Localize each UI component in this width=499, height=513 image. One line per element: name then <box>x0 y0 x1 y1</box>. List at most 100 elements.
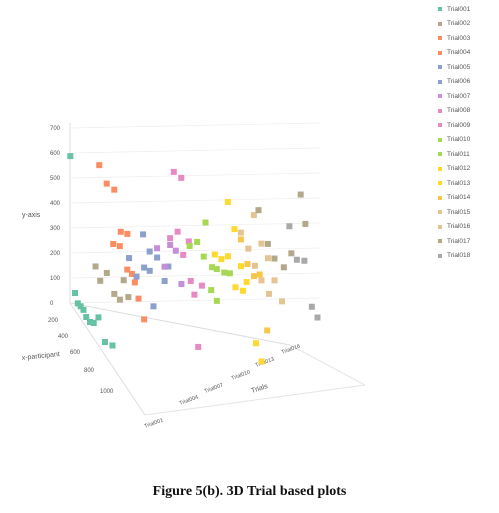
legend-item[interactable]: Trial006 <box>438 75 498 90</box>
data-point <box>224 253 231 260</box>
data-point <box>97 277 104 284</box>
legend-item[interactable]: Trial017 <box>438 234 498 249</box>
legend-label: Trial005 <box>447 63 471 71</box>
legend-item[interactable]: Trial018 <box>438 249 498 264</box>
data-point <box>221 269 228 276</box>
data-point <box>301 257 308 264</box>
legend-label: Trial006 <box>447 78 471 86</box>
legend-item[interactable]: Trial012 <box>438 162 498 177</box>
legend-swatch <box>438 79 442 84</box>
legend-item[interactable]: Trial005 <box>438 60 498 75</box>
data-point <box>237 229 244 236</box>
legend-item[interactable]: Trial015 <box>438 205 498 220</box>
data-point <box>224 198 231 205</box>
data-point <box>72 290 78 296</box>
data-point <box>239 287 246 294</box>
y-tick-label: 400 <box>50 201 61 207</box>
data-point <box>170 168 177 175</box>
data-point <box>293 256 300 263</box>
legend-item[interactable]: Trial004 <box>438 46 498 61</box>
data-point <box>237 236 244 243</box>
data-point <box>103 269 110 276</box>
data-point <box>208 287 215 294</box>
figure-caption: Figure 5(b). 3D Trial based plots <box>152 484 347 499</box>
data-point <box>231 226 238 233</box>
legend-swatch <box>438 36 442 41</box>
legend-item[interactable]: Trial001 <box>438 2 498 17</box>
legend-item[interactable]: Trial011 <box>438 147 498 162</box>
z-tick-label: Trial007 <box>204 383 225 395</box>
legend-item[interactable]: Trial014 <box>438 191 498 206</box>
data-point <box>185 238 192 245</box>
legend-item[interactable]: Trial002 <box>438 17 498 32</box>
legend-item[interactable]: Trial008 <box>438 104 498 119</box>
legend-label: Trial004 <box>447 49 471 57</box>
data-point <box>102 339 108 345</box>
legend-swatch <box>438 65 442 70</box>
legend-swatch <box>438 108 442 113</box>
y-tick-label: 100 <box>50 276 61 282</box>
legend-item[interactable]: Trial009 <box>438 118 498 133</box>
z-tick-label: Trial013 <box>255 357 276 369</box>
x-axis-line <box>69 302 146 416</box>
legend-label: Trial017 <box>447 237 471 245</box>
data-point <box>140 231 147 238</box>
legend-item[interactable]: Trial010 <box>438 133 498 148</box>
legend-label: Trial016 <box>447 223 471 231</box>
data-point <box>286 223 293 230</box>
data-point <box>87 319 93 325</box>
data-point <box>200 253 207 260</box>
data-point <box>146 248 153 255</box>
legend-swatch <box>438 123 442 128</box>
data-point <box>202 219 209 226</box>
legend-label: Trial011 <box>447 150 470 158</box>
data-point <box>95 314 102 321</box>
floor-right-edge <box>289 344 366 386</box>
y-gridline <box>69 247 321 254</box>
data-point <box>264 327 271 334</box>
data-point <box>111 186 118 193</box>
data-point <box>96 162 103 169</box>
data-point <box>271 277 278 284</box>
legend-label: Trial015 <box>447 208 471 216</box>
data-point <box>141 264 148 271</box>
legend-swatch <box>438 152 442 157</box>
y-gridline <box>69 297 321 304</box>
legend-item[interactable]: Trial003 <box>438 31 498 46</box>
data-point <box>125 294 132 301</box>
legend-item[interactable]: Trial007 <box>438 89 498 104</box>
data-point <box>120 277 127 284</box>
legend-item[interactable]: Trial013 <box>438 176 498 191</box>
z-axis-label: Trials <box>250 383 269 395</box>
data-point <box>128 270 135 277</box>
y-tick-label: 0 <box>50 301 54 307</box>
data-point <box>255 207 262 214</box>
chart-legend: Trial001 Trial002 Trial003 Trial004 Trial005… <box>438 2 498 263</box>
data-point <box>211 251 218 258</box>
legend-swatch <box>438 94 442 99</box>
z-tick-label: Trial004 <box>179 395 200 407</box>
data-point <box>250 212 257 219</box>
data-point <box>126 255 133 262</box>
data-point <box>165 263 172 270</box>
legend-label: Trial010 <box>447 136 471 144</box>
data-point <box>67 153 74 160</box>
y-gridline <box>69 172 321 179</box>
data-point <box>258 277 265 284</box>
legend-swatch <box>438 50 442 55</box>
legend-label: Trial001 <box>447 5 471 13</box>
legend-label: Trial013 <box>447 179 471 187</box>
data-point <box>308 303 315 310</box>
y-gridline <box>69 272 321 279</box>
data-point <box>213 266 220 273</box>
data-point <box>174 228 181 235</box>
data-point <box>251 262 258 269</box>
data-point <box>161 263 168 270</box>
legend-item[interactable]: Trial016 <box>438 220 498 235</box>
data-point <box>124 230 131 237</box>
data-point <box>80 306 87 313</box>
legend-label: Trial012 <box>447 165 471 173</box>
data-point <box>243 278 250 285</box>
data-point <box>237 263 244 270</box>
legend-swatch <box>438 224 442 229</box>
